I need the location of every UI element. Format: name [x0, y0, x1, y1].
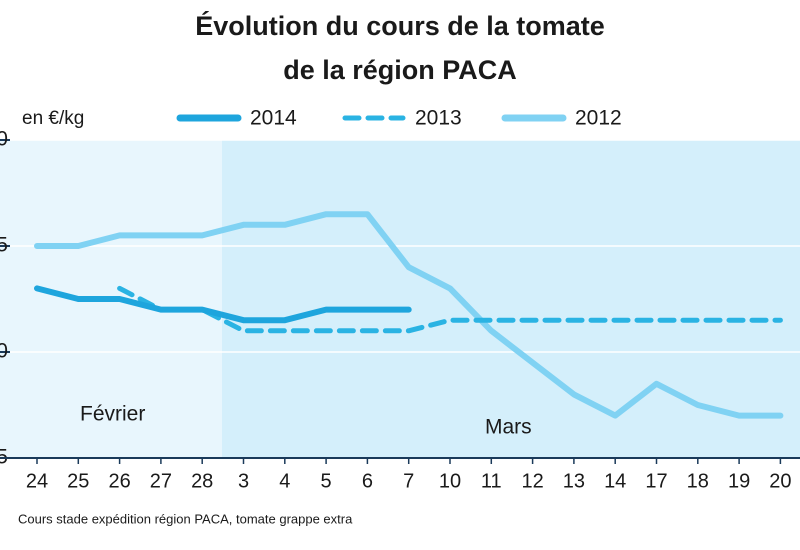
x-tick-label: 27	[150, 470, 172, 492]
x-tick-label: 28	[191, 470, 213, 492]
legend-label: 2013	[415, 107, 462, 130]
source-note: Cours stade expédition région PACA, toma…	[18, 511, 353, 526]
chart-title: Évolution du cours de la tomate	[195, 10, 605, 41]
y-axis-label: en €/kg	[22, 108, 84, 129]
series-line	[117, 285, 783, 334]
x-tick-label: 13	[563, 470, 585, 492]
chart-title: de la région PACA	[283, 55, 517, 85]
x-tick-label: 12	[521, 470, 543, 492]
x-tick-label: 4	[279, 470, 290, 492]
x-tick-label: 17	[645, 470, 667, 492]
x-tick-label: 19	[728, 470, 750, 492]
legend-label: 2012	[575, 107, 622, 130]
legend-label: 2014	[250, 107, 297, 130]
y-tick-label: 2,0	[0, 128, 8, 151]
x-tick-label: 11	[481, 470, 502, 492]
x-tick-label: 20	[769, 470, 791, 492]
x-tick-label: 3	[238, 470, 249, 492]
x-tick-label: 18	[687, 470, 709, 492]
x-tick-label: 14	[604, 470, 626, 492]
x-tick-label: 26	[108, 470, 130, 492]
x-tick-label: 5	[321, 470, 332, 492]
y-tick-label: 1,5	[0, 234, 8, 257]
annotation: Février	[80, 403, 145, 426]
annotation: Mars	[485, 416, 532, 439]
x-tick-label: 7	[403, 470, 414, 492]
x-tick-label: 10	[439, 470, 461, 492]
y-tick-label: 1,0	[0, 340, 8, 363]
series-line	[34, 285, 412, 324]
x-tick-label: 6	[362, 470, 373, 492]
series-line	[34, 211, 784, 419]
x-tick-label: 24	[26, 470, 48, 492]
x-tick-label: 25	[67, 470, 89, 492]
